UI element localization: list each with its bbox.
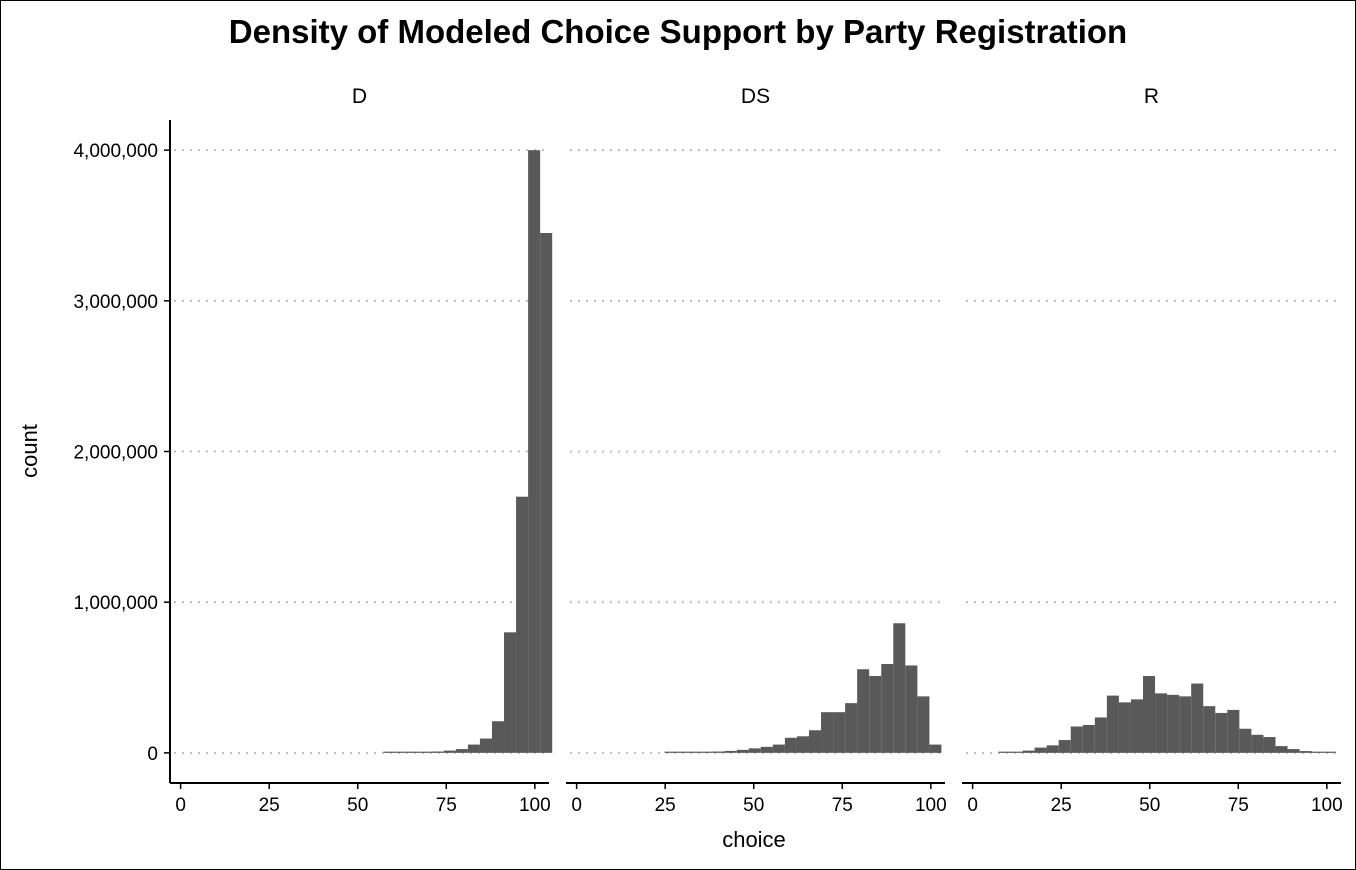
histogram-bar [1155,693,1168,753]
histogram-bar [528,150,541,753]
y-axis-title: count [17,424,42,478]
histogram-bar [905,665,918,753]
histogram-bar [796,736,809,753]
histogram-bar [748,748,761,753]
histogram-bar [1287,749,1300,753]
histogram-bar [917,696,930,753]
histogram-bar [455,749,468,753]
histogram-bar [676,751,689,753]
histogram-bar [1070,726,1083,753]
histogram-bar [1022,750,1035,753]
x-tick-label: 0 [967,795,978,816]
histogram-bar [1058,740,1071,753]
x-axis-title: choice [722,827,786,852]
facet-strip-label: D [352,85,367,108]
histogram-bar [724,750,737,753]
x-tick-label: 100 [915,795,947,816]
y-tick-label: 3,000,000 [73,292,158,313]
x-tick-label: 0 [571,795,582,816]
y-tick-label: 4,000,000 [73,141,158,162]
histogram-bar [808,730,822,753]
histogram-bar [1263,737,1276,753]
histogram-bar [881,663,894,753]
histogram-bar [1203,706,1216,753]
facet-strip-label: R [1144,85,1159,108]
histogram-bar [407,751,420,753]
histogram-bar [833,712,846,753]
histogram-bar [504,632,517,753]
histogram-bar [688,751,701,753]
histogram-bar [1142,676,1156,753]
histogram-bar [1130,699,1143,753]
y-tick-label: 1,000,000 [73,593,158,614]
histogram-bar [784,737,797,753]
histogram-bar [1167,694,1180,753]
facet-panels: 0 1,000,000 2,000,000 3,000,000 4,000,000 D 0 2… [73,85,1342,816]
histogram-bar [1239,728,1252,753]
x-tick-label: 100 [1311,795,1343,816]
histogram-bar [712,751,725,753]
histogram-bar [395,751,408,753]
x-tick-label: 50 [743,795,764,816]
histogram-bar [516,496,529,753]
x-tick-label: 75 [1228,795,1249,816]
x-tick-label: 75 [436,795,457,816]
histogram-bar [1323,751,1336,753]
facet-panel-r: R 0 25 50 75 100 [962,85,1343,816]
chart-title: Density of Modeled Choice Support by Par… [229,13,1127,50]
histogram-bar [1251,734,1264,753]
y-tick-label: 2,000,000 [73,443,158,464]
histogram-bar [998,751,1011,753]
histogram-bar [893,623,906,753]
y-tick-label: 0 [147,744,158,765]
histogram-bar [1118,702,1131,753]
histogram-bar [431,751,444,753]
histogram-bar [857,669,870,753]
histogram-bar [664,751,677,753]
histogram-bar [491,721,505,753]
histogram-bar [419,751,432,753]
histogram-bar [772,744,785,753]
histogram-bar [1311,751,1324,753]
histogram-bar [1299,751,1312,753]
x-tick-label: 25 [259,795,280,816]
histogram-bar [700,751,713,753]
x-tick-label: 50 [1139,795,1160,816]
histogram-bar [1046,745,1059,753]
histogram-bar [736,749,749,753]
x-tick-label: 25 [1051,795,1072,816]
facet-strip-label: DS [741,85,770,108]
x-tick-label: 75 [832,795,853,816]
x-tick-label: 50 [347,795,368,816]
facet-panel-d: D 0 25 50 75 100 [170,85,553,816]
histogram-bar [479,738,492,753]
histogram-bar [1179,696,1192,753]
histogram-bar [443,750,456,753]
histogram-bar [1034,747,1047,753]
facet-panel-ds: DS 0 25 50 75 100 [566,85,947,816]
histogram-bar [540,233,553,753]
histogram-bar [929,744,942,753]
histogram-bar [383,751,396,753]
x-tick-label: 100 [519,795,551,816]
histogram-bar [1106,695,1119,753]
histogram-bar [821,712,834,753]
histogram-bar [1191,683,1204,753]
histogram-bar [869,676,882,753]
x-tick-label: 0 [175,795,186,816]
histogram-bar [1010,751,1023,753]
histogram-bar [760,746,773,753]
histogram-bar [467,744,480,753]
histogram-bar [1227,709,1240,753]
x-tick-label: 25 [655,795,676,816]
histogram-bar [1215,712,1228,753]
histogram-bar [845,703,858,753]
histogram-bar [1082,724,1095,753]
histogram-bar [1275,746,1288,753]
histogram-bar [1094,717,1107,753]
